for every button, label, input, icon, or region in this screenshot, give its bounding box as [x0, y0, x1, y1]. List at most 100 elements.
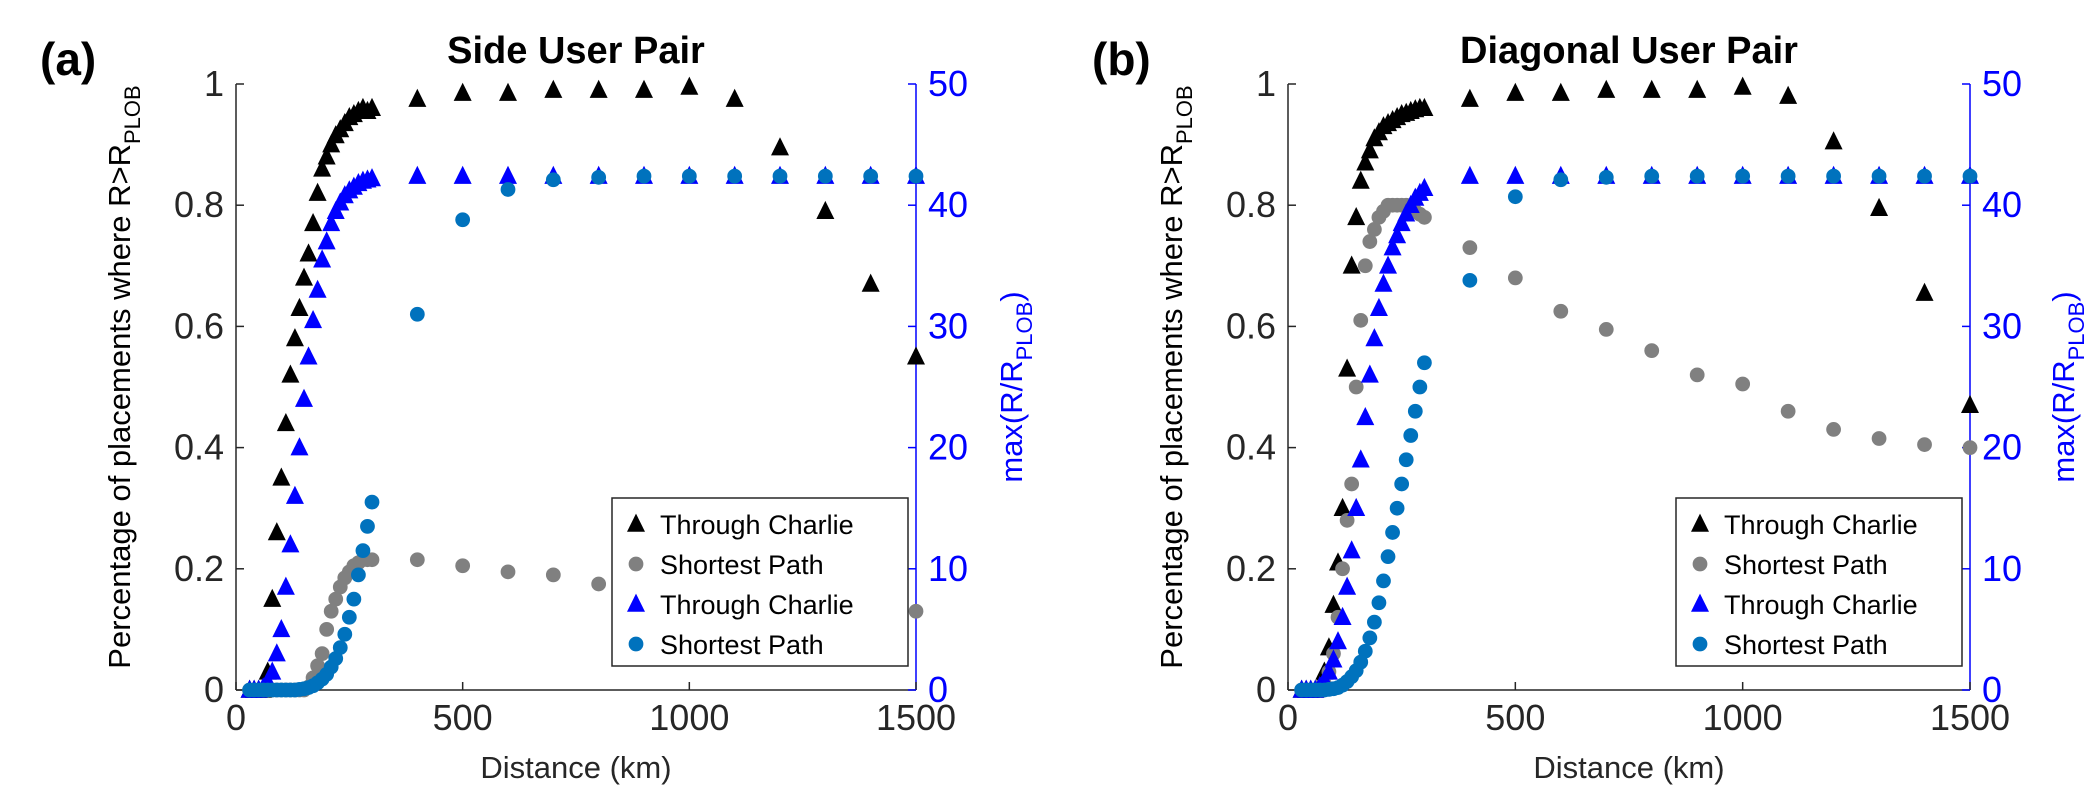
- data-point: [1417, 355, 1432, 371]
- legend-entry-label: Through Charlie: [1724, 510, 1918, 540]
- legend-marker: [1691, 593, 1709, 612]
- chart-title: Side User Pair: [447, 30, 705, 72]
- data-point: [1779, 85, 1798, 104]
- data-point: [276, 576, 295, 595]
- data-point: [1347, 206, 1366, 226]
- data-point: [1319, 661, 1338, 680]
- data-point: [1689, 367, 1705, 383]
- x-tick-label: 0: [1278, 697, 1298, 738]
- data-point: [545, 567, 561, 583]
- data-point: [1871, 431, 1887, 446]
- data-point: [500, 564, 516, 580]
- data-point: [323, 603, 339, 619]
- data-point: [328, 591, 344, 607]
- data-point: [281, 364, 300, 383]
- data-point: [1353, 312, 1369, 328]
- data-point: [341, 609, 357, 625]
- data-point: [1644, 168, 1660, 184]
- y-right-tick-label: 10: [1982, 548, 2022, 589]
- data-point: [308, 279, 327, 298]
- data-point: [1335, 561, 1350, 577]
- data-point: [1417, 209, 1432, 225]
- data-point: [1415, 97, 1434, 117]
- data-point: [1415, 177, 1434, 196]
- legend-marker: [628, 636, 644, 652]
- data-point: [1460, 165, 1479, 184]
- y-right-tick-label: 40: [928, 184, 968, 225]
- data-point: [304, 213, 323, 232]
- panel-label: (b): [1092, 33, 1151, 85]
- data-point: [499, 165, 517, 184]
- x-tick-label: 1500: [1930, 697, 2010, 738]
- data-point: [1780, 403, 1796, 419]
- data-point: [772, 168, 788, 184]
- chart-title: Diagonal User Pair: [1460, 30, 1798, 72]
- data-point: [1507, 270, 1523, 286]
- data-point: [1344, 476, 1360, 492]
- data-point: [409, 306, 425, 322]
- data-point: [364, 494, 380, 510]
- data-point: [1917, 168, 1932, 184]
- data-point: [1357, 643, 1373, 659]
- x-tick-label: 1000: [1703, 697, 1783, 738]
- data-point: [1356, 152, 1375, 171]
- data-point: [1553, 172, 1569, 188]
- data-point: [1347, 497, 1366, 516]
- data-point: [544, 79, 563, 98]
- legend: Through Charlie Shortest Path Through Char…: [1675, 497, 1963, 667]
- data-point: [499, 82, 517, 101]
- y-axis-label: Percentage of placements where R>RPLOB: [1154, 85, 1197, 668]
- data-point: [272, 467, 291, 486]
- data-point: [295, 388, 313, 407]
- data-point: [727, 168, 743, 184]
- data-point: [1826, 422, 1841, 437]
- x-tick-label: 500: [1485, 697, 1545, 738]
- legend-marker: [627, 593, 645, 612]
- data-point: [272, 619, 291, 638]
- data-point: [1597, 79, 1616, 98]
- x-axis-label: Distance (km): [1533, 750, 1724, 785]
- y-right-tick-label: 20: [928, 427, 968, 468]
- data-point: [263, 661, 282, 680]
- data-point: [816, 200, 835, 220]
- data-point: [1826, 168, 1841, 184]
- data-point: [314, 646, 330, 662]
- data-point: [453, 82, 472, 101]
- data-point: [1962, 440, 1978, 455]
- data-point: [591, 169, 607, 185]
- data-point: [1506, 165, 1525, 184]
- data-point: [295, 267, 313, 286]
- y-tick-label: 1: [204, 63, 224, 104]
- data-point: [299, 346, 318, 365]
- data-point: [1735, 376, 1751, 392]
- data-point: [1688, 79, 1707, 98]
- data-point: [313, 249, 332, 268]
- legend-entry-label: Through Charlie: [660, 590, 854, 620]
- data-point: [589, 79, 608, 98]
- legend-entry-label: Through Charlie: [660, 510, 854, 540]
- data-point: [680, 76, 699, 95]
- y-right-tick-label: 0: [928, 669, 948, 710]
- data-point: [1392, 213, 1411, 232]
- data-point: [1342, 255, 1361, 274]
- data-point: [304, 309, 323, 329]
- x-tick-label: 1000: [649, 697, 729, 738]
- data-point: [290, 437, 309, 456]
- data-point: [1507, 189, 1523, 205]
- x-axis-label: Distance (km): [480, 750, 671, 785]
- y-right-tick-label: 40: [1982, 184, 2022, 225]
- data-point: [317, 146, 336, 165]
- data-point: [1338, 576, 1357, 595]
- data-point: [1506, 82, 1525, 101]
- data-point: [408, 88, 427, 107]
- y-right-tick-label: 50: [928, 63, 968, 104]
- y-right-axis-label: max(R/RPLOB): [2046, 291, 2089, 482]
- data-point: [1371, 595, 1387, 611]
- data-point: [351, 567, 366, 583]
- data-point: [1329, 631, 1348, 650]
- y-tick-label: 1: [1256, 63, 1276, 104]
- data-point: [313, 158, 332, 177]
- data-point: [1356, 406, 1375, 426]
- data-point: [317, 231, 336, 250]
